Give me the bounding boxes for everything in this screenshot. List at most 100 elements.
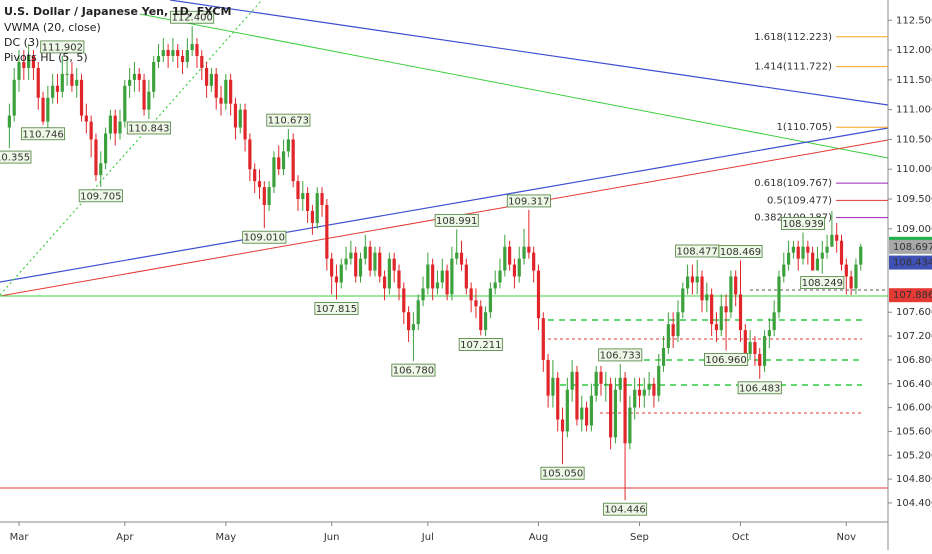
fib-label: 0.5(109.477) (767, 195, 832, 206)
trend-line (139, 13, 889, 159)
x-tick-label: Jul (421, 532, 434, 543)
trend-line (169, 0, 889, 106)
fib-label: 1(110.705) (776, 122, 832, 133)
candle-body (214, 73, 218, 98)
candle-body (508, 246, 512, 265)
candle-body (464, 264, 468, 289)
pivot-box (40, 40, 85, 54)
candle-body (445, 270, 449, 295)
candle-body (570, 371, 574, 390)
pivot-box (126, 121, 171, 135)
candle-body (584, 407, 589, 426)
x-tick-label: May (215, 532, 236, 543)
pivot-label: 106.733 (600, 350, 641, 361)
candle-body (363, 246, 367, 259)
candle-body (599, 371, 603, 384)
candle-body (358, 258, 363, 277)
candle-body (113, 115, 117, 134)
candle-body (180, 56, 185, 62)
price-label-box (889, 288, 932, 303)
candle-body (190, 44, 194, 51)
candle-body (613, 389, 618, 438)
candle-body (493, 282, 497, 289)
pivot-box (391, 363, 436, 377)
candle-body (147, 91, 151, 110)
pivot-label: 106.780 (393, 366, 434, 377)
candle-body (416, 300, 420, 325)
candle-body (257, 181, 262, 188)
candle-body (767, 330, 771, 337)
candle-body (849, 276, 853, 289)
candle-body (541, 318, 545, 360)
candle-body (546, 359, 550, 396)
pivot-box (506, 194, 551, 208)
candle-body (459, 252, 464, 265)
pivot-label: 110.355 (0, 153, 30, 164)
candle-body (517, 258, 521, 277)
candle-body (349, 252, 353, 259)
candle-body (743, 330, 747, 354)
candle-body (123, 85, 127, 122)
y-tick-label: 105.600 (896, 426, 932, 437)
candle-body (171, 50, 175, 57)
candle-body (387, 258, 391, 289)
candle-body (407, 312, 411, 331)
candle-body (27, 56, 31, 68)
candle-body (233, 103, 238, 128)
candle-body (402, 288, 406, 313)
pivot-label: 105.050 (542, 469, 583, 480)
candle-body (51, 85, 55, 98)
candle-body (835, 234, 839, 241)
pivot-box (781, 217, 826, 230)
candle-body (301, 193, 305, 200)
candle-body (854, 264, 858, 289)
candle-body (55, 85, 60, 92)
fib-label: 1.618(112.223) (754, 32, 832, 43)
candle-body (714, 324, 719, 331)
y-tick-label: 107.600 (896, 307, 932, 318)
pivot-label: 104.446 (604, 505, 645, 516)
y-tick-label: 111.000 (896, 105, 932, 116)
pivot-label: 106.960 (705, 355, 746, 366)
candle-body (320, 193, 324, 205)
x-tick-label: Nov (837, 532, 857, 543)
candle-body (103, 133, 108, 164)
candle-body (729, 276, 733, 313)
pivot-box (0, 150, 32, 164)
y-tick-label: 106.000 (896, 403, 932, 414)
candle-body (296, 181, 300, 200)
pivot-box (170, 10, 215, 24)
candle-body (551, 377, 555, 396)
candle-body (161, 50, 165, 57)
candle-body (565, 389, 569, 432)
candle-body (753, 342, 757, 354)
candle-body (796, 246, 800, 259)
candle-body (527, 246, 531, 253)
y-tick-label: 104.800 (896, 474, 932, 485)
pivot-box (78, 189, 123, 203)
candle-body (334, 276, 339, 283)
candle-body (787, 252, 791, 265)
candle-body (152, 61, 156, 92)
x-tick-label: Oct (732, 532, 749, 543)
pivot-box (21, 127, 66, 141)
candle-body (503, 246, 507, 271)
price-label-box (889, 239, 932, 254)
candle-body (479, 306, 483, 331)
candle-body (700, 276, 704, 301)
pivot-box (603, 502, 648, 516)
candle-body (392, 258, 396, 271)
indicator-label: DC (3) (4, 36, 39, 49)
y-tick-label: 106.400 (896, 379, 932, 390)
x-tick-label: Jun (323, 532, 340, 543)
pivot-label: 109.705 (80, 191, 121, 202)
candle-body (642, 389, 646, 396)
candle-body (556, 377, 560, 420)
candle-body (772, 312, 776, 331)
candle-body (806, 246, 810, 253)
y-tick-label: 107.200 (896, 331, 932, 342)
x-tick-label: Sep (630, 532, 649, 543)
fib-label: 0.618(109.767) (754, 178, 832, 189)
pivot-box (800, 276, 845, 289)
